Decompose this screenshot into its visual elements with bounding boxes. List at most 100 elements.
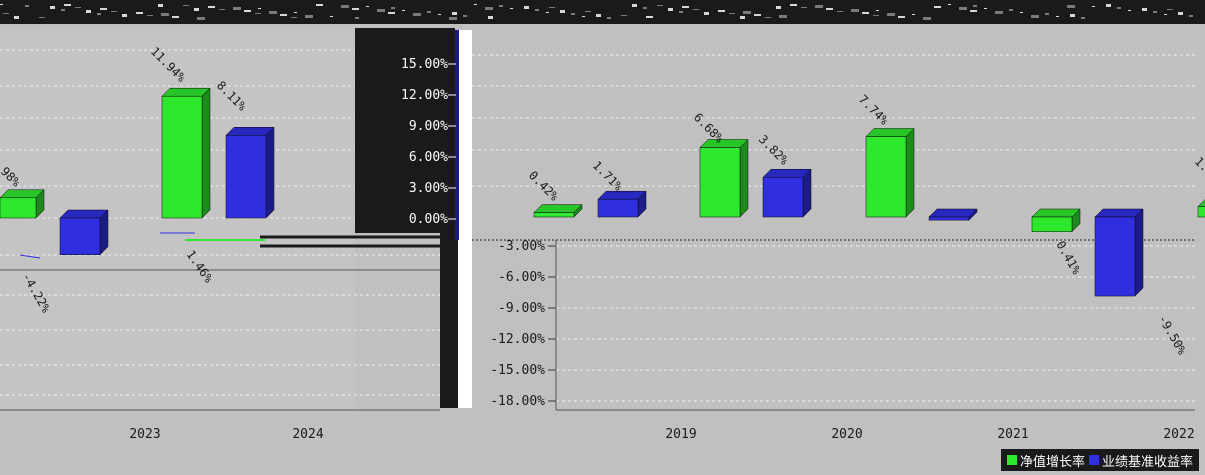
header-noise	[790, 4, 797, 6]
header-noise	[147, 15, 153, 16]
left-xtick-2023: 2023	[129, 427, 160, 442]
mid-ytick-label: 12.00%	[401, 88, 448, 103]
header-noise	[837, 11, 843, 12]
legend-item-benchmark: 业绩基准收益率	[1088, 451, 1193, 470]
right-bar-blue-3-side	[1134, 208, 1144, 297]
header-noise	[111, 11, 117, 12]
right-bar-blue-3	[1094, 216, 1136, 297]
right-label-0-41: 0.41%	[1053, 239, 1084, 278]
header-noise	[194, 8, 199, 11]
header-noise	[197, 17, 205, 20]
header-noise	[219, 9, 225, 10]
right-bar-green-3-top	[1031, 208, 1081, 218]
header-noise	[485, 7, 493, 10]
divider-white	[458, 30, 472, 408]
header-noise	[815, 5, 823, 8]
left-bar-green-2023-top	[161, 87, 211, 97]
header-noise	[269, 11, 277, 14]
header-noise	[305, 15, 313, 18]
mid-ytick-label: 15.00%	[401, 57, 448, 72]
header-strip	[0, 0, 1205, 24]
header-noise	[1167, 9, 1173, 10]
header-noise	[1070, 14, 1075, 17]
header-noise	[596, 14, 601, 17]
right-bar-blue-3-top	[1094, 208, 1144, 218]
header-noise	[948, 4, 951, 5]
legend-item-nav: 净值增长率	[1006, 451, 1085, 470]
header-noise	[1009, 9, 1013, 11]
right-bar-green-3	[1031, 216, 1073, 232]
right-label-neg-9-50: -9.50%	[1155, 313, 1189, 358]
header-noise	[474, 4, 477, 5]
header-noise	[355, 17, 359, 19]
left-bar-green-2022	[0, 197, 37, 219]
right-bar-green-2-top	[865, 128, 915, 137]
header-noise	[449, 17, 457, 20]
header-noise	[585, 11, 591, 12]
header-noise	[679, 11, 683, 13]
header-noise	[898, 16, 905, 18]
header-noise	[643, 7, 647, 9]
header-noise	[0, 4, 3, 5]
right-xtick-2022: 2022	[1163, 427, 1194, 442]
right-ytick-label: -18.00%	[490, 394, 545, 409]
mid-ytick-label: 6.00%	[409, 150, 448, 165]
header-noise	[377, 9, 385, 12]
header-noise	[524, 6, 529, 9]
right-bar-green-0	[533, 212, 575, 218]
header-noise	[75, 7, 81, 8]
header-noise	[873, 15, 879, 16]
right-bar-green-0-top	[533, 204, 583, 213]
left-axis-panel	[355, 28, 455, 233]
header-noise	[158, 4, 163, 7]
header-noise	[704, 12, 709, 15]
header-noise	[97, 13, 101, 15]
header-noise	[183, 5, 189, 6]
header-noise	[294, 12, 297, 13]
header-noise	[50, 6, 55, 9]
header-noise	[1092, 6, 1095, 7]
right-bar-blue-1-top	[762, 169, 812, 178]
header-noise	[122, 14, 127, 17]
right-ytick-label: -6.00%	[498, 270, 545, 285]
legend-swatch-blue	[1088, 455, 1099, 465]
left-bar-green-2023	[161, 95, 203, 219]
header-noise	[740, 16, 745, 19]
header-noise	[682, 6, 689, 8]
header-noise	[413, 13, 421, 16]
left-bar-blue-2022-top	[59, 209, 109, 219]
header-noise	[754, 14, 761, 16]
header-noise	[621, 15, 627, 16]
header-noise	[632, 4, 637, 7]
header-noise	[172, 16, 179, 18]
header-noise	[438, 14, 441, 15]
header-noise	[463, 15, 467, 17]
header-noise	[765, 17, 771, 18]
header-noise	[693, 9, 699, 10]
header-noise	[388, 12, 395, 14]
header-noise	[352, 8, 359, 10]
header-noise	[607, 17, 611, 19]
right-bar-blue-0-top	[597, 190, 647, 200]
header-noise	[1067, 5, 1075, 8]
header-noise	[316, 4, 323, 6]
mid-ytick-label: 3.00%	[409, 181, 448, 196]
header-noise	[1020, 12, 1023, 13]
header-noise	[64, 4, 71, 6]
header-noise	[341, 5, 349, 8]
header-noise	[366, 6, 369, 7]
header-noise	[851, 9, 859, 12]
right-bar-green-2	[865, 136, 907, 218]
header-noise	[560, 10, 565, 13]
right-ytick-label: -15.00%	[490, 363, 545, 378]
right-ytick-label: -9.00%	[498, 301, 545, 316]
legend-swatch-green	[1006, 455, 1017, 465]
legend-label-nav: 净值增长率	[1019, 454, 1085, 470]
header-noise	[452, 12, 457, 15]
header-noise	[1106, 4, 1111, 7]
header-noise	[801, 7, 807, 8]
right-xtick-2019: 2019	[665, 427, 696, 442]
header-noise	[510, 8, 513, 9]
header-noise	[776, 6, 781, 9]
